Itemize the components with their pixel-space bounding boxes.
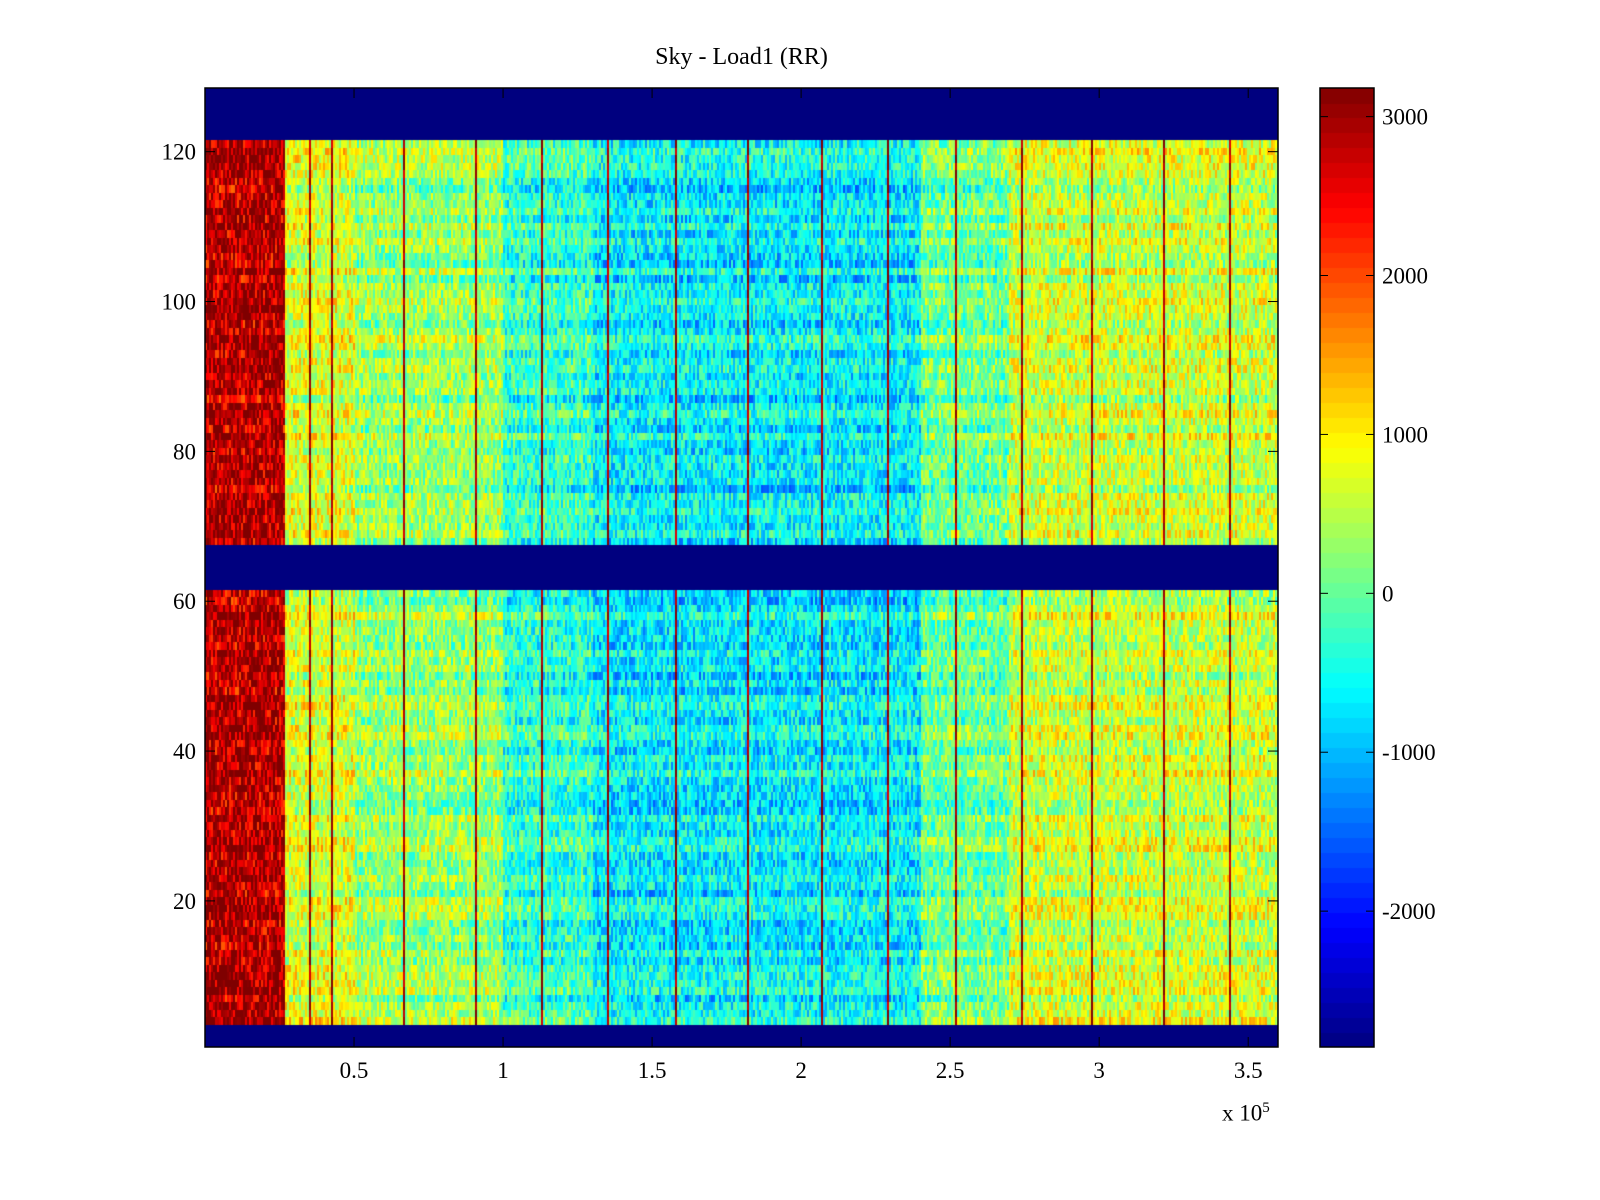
colorbar-tick-label: 1000 <box>1382 422 1428 447</box>
y-tick-label: 100 <box>162 290 197 315</box>
x-tick-label: 0.5 <box>340 1058 369 1083</box>
colorbar-axes: 3000 2000 1000 0 -1000 -2000 <box>1319 87 1436 1048</box>
x-tick-label: 1.5 <box>638 1058 667 1083</box>
x-tick-label: 1 <box>497 1058 509 1083</box>
chart-title: Sky - Load1 (RR) <box>655 44 828 70</box>
y-tick-label: 80 <box>173 439 196 464</box>
heatmap-image <box>205 88 1278 1047</box>
x-tick-label: 2 <box>795 1058 807 1083</box>
x-tick-label: 2.5 <box>936 1058 965 1083</box>
colorbar-tick-label: 2000 <box>1382 264 1428 289</box>
x-tick-label: 3.5 <box>1234 1058 1263 1083</box>
x-multiplier-label: x 105 <box>1222 1100 1270 1127</box>
y-tick-label: 60 <box>173 589 196 614</box>
colorbar-frame <box>1319 87 1375 1048</box>
x-multiplier-exponent: 5 <box>1262 1100 1270 1116</box>
y-tick-label: 120 <box>162 140 197 165</box>
axes-frame <box>204 87 1279 1048</box>
y-tick-label: 20 <box>173 889 196 914</box>
colorbar-tick-label: -1000 <box>1382 740 1436 765</box>
colorbar <box>1320 88 1374 1047</box>
colorbar-tick-label: 3000 <box>1382 105 1428 130</box>
colorbar-tick-label: -2000 <box>1382 899 1436 924</box>
plot-area: 0.5 1 1.5 2 2.5 3 3.5 20 40 60 80 100 120 <box>162 87 1279 1083</box>
y-tick-label: 40 <box>173 739 196 764</box>
axes: 0.5 1 1.5 2 2.5 3 3.5 20 40 60 80 100 120 <box>162 87 1279 1083</box>
x-multiplier-base: x 10 <box>1222 1100 1263 1126</box>
x-tick-label: 3 <box>1093 1058 1105 1083</box>
colorbar-tick-label: 0 <box>1382 581 1394 606</box>
